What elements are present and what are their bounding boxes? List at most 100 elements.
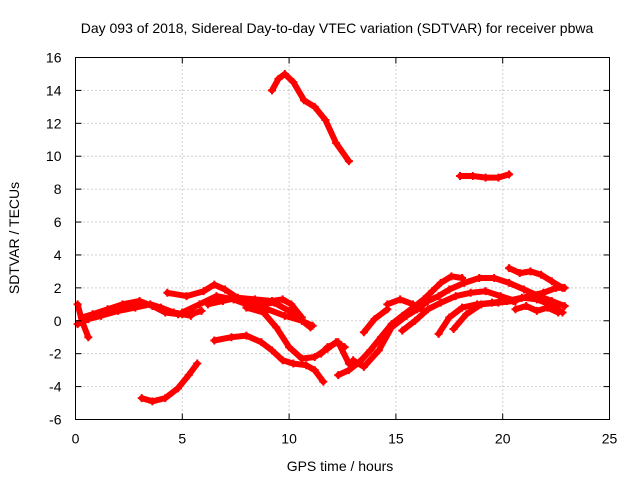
data-point: [522, 301, 531, 310]
data-point: [212, 292, 221, 301]
data-point: [455, 171, 464, 180]
data-point: [297, 354, 306, 363]
series-track-16: [398, 287, 520, 335]
y-tick-label: 2: [54, 280, 62, 296]
data-point: [287, 300, 296, 309]
data-point: [148, 301, 157, 310]
data-point: [481, 287, 490, 296]
data-point: [332, 139, 341, 148]
data-point: [560, 301, 569, 310]
data-point: [543, 303, 552, 312]
data-point: [490, 273, 499, 282]
data-point: [532, 306, 541, 315]
series-line: [269, 71, 352, 165]
data-point: [242, 331, 251, 340]
data-point: [203, 300, 212, 309]
data-point: [539, 288, 548, 297]
data-point: [558, 283, 567, 292]
data-point: [334, 371, 343, 380]
tick-layer: -6 -4 -2 0 2 4 6 8 10 12 14 16 0 5 10 15 20 25: [46, 50, 618, 447]
data-point: [366, 346, 375, 355]
series-line: [384, 296, 427, 314]
data-point: [289, 78, 298, 87]
series-track-8: [210, 331, 328, 386]
y-tick-label: -4: [49, 379, 62, 395]
data-point: [242, 303, 251, 312]
data-point: [477, 300, 486, 309]
data-point: [505, 278, 514, 287]
data-point: [319, 377, 328, 386]
data-point: [310, 352, 319, 361]
data-point: [310, 366, 319, 375]
data-point: [460, 278, 469, 287]
y-tick-label: 10: [46, 148, 62, 164]
y-tick-label: 8: [54, 181, 62, 197]
y-axis-title: SDTVAR / TECUs: [6, 182, 22, 294]
data-point: [259, 308, 268, 317]
data-point: [174, 384, 183, 393]
data-point: [359, 362, 368, 371]
data-point: [268, 297, 277, 306]
data-point: [398, 326, 407, 335]
series-layer: [73, 69, 569, 406]
data-point: [468, 171, 477, 180]
data-point: [445, 313, 454, 322]
data-point: [402, 311, 411, 320]
data-point: [300, 96, 309, 105]
data-point: [411, 316, 420, 325]
chart-title: Day 093 of 2018, Sidereal Day-to-day VTE…: [81, 20, 594, 36]
series-track-19: [455, 170, 514, 182]
data-point: [359, 328, 368, 337]
data-point: [272, 323, 281, 332]
x-tick-label: 20: [495, 431, 511, 447]
data-point: [289, 359, 298, 368]
data-point: [227, 333, 236, 342]
data-point: [221, 285, 230, 294]
data-point: [349, 356, 358, 365]
x-tick-label: 25: [602, 431, 618, 447]
data-point: [475, 273, 484, 282]
series-line: [138, 360, 201, 405]
x-tick-label: 0: [72, 431, 80, 447]
data-point: [505, 170, 514, 179]
data-point: [423, 305, 432, 314]
data-point: [481, 173, 490, 182]
data-point: [285, 306, 294, 315]
data-point: [233, 293, 242, 302]
data-point: [257, 338, 266, 347]
data-point: [554, 308, 563, 317]
data-point: [445, 285, 454, 294]
data-point: [135, 297, 144, 306]
y-tick-label: 14: [46, 82, 62, 98]
data-point: [374, 346, 383, 355]
data-point: [505, 264, 514, 273]
data-point: [161, 394, 170, 403]
data-point: [447, 272, 456, 281]
y-tick-label: -2: [49, 346, 62, 362]
data-point: [280, 311, 289, 320]
x-tick-label: 15: [388, 431, 404, 447]
x-axis-title: GPS time / hours: [287, 458, 394, 474]
data-point: [323, 343, 332, 352]
data-point: [524, 292, 533, 301]
data-point: [387, 323, 396, 332]
series-track-10: [268, 69, 353, 166]
data-point: [317, 349, 326, 358]
data-point: [161, 308, 170, 317]
x-tick-label: 10: [281, 431, 297, 447]
y-tick-label: 12: [46, 115, 62, 131]
data-point: [184, 371, 193, 380]
y-tick-label: 0: [54, 313, 62, 329]
data-point: [285, 343, 294, 352]
series-track-3: [73, 300, 93, 342]
x-tick-label: 5: [178, 431, 186, 447]
data-point: [278, 356, 287, 365]
data-point: [449, 325, 458, 333]
data-point: [494, 173, 503, 182]
data-point: [302, 361, 311, 370]
data-point: [263, 305, 272, 314]
data-point: [308, 321, 317, 330]
data-point: [274, 74, 283, 83]
data-point: [148, 397, 157, 406]
data-point: [515, 269, 524, 278]
